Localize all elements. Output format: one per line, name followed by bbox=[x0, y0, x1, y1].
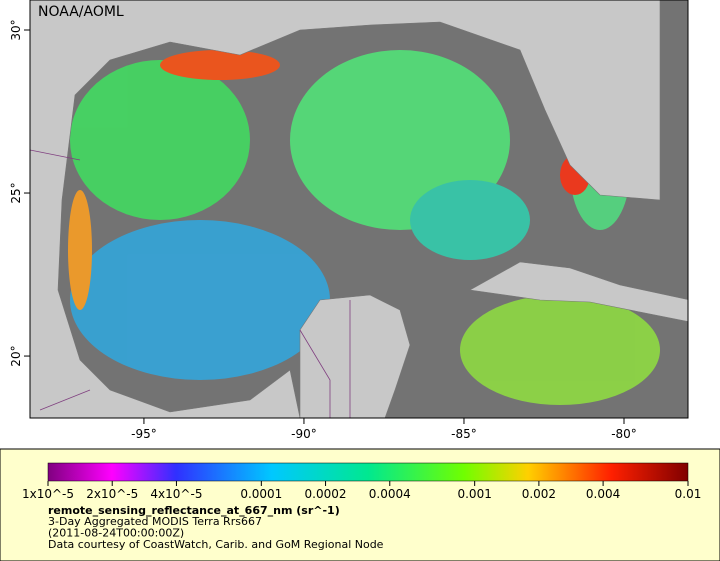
colorbar-tick-label: 0.01 bbox=[675, 487, 702, 501]
credit: NOAA/AOML bbox=[38, 4, 124, 20]
borders bbox=[30, 149, 351, 418]
caption-line: (2011-08-24T00:00:00Z) bbox=[48, 527, 184, 540]
colorbar bbox=[47, 462, 689, 482]
y-tick-label: 25° bbox=[9, 182, 23, 203]
x-tick-label: -80° bbox=[611, 427, 637, 441]
data-patches bbox=[68, 50, 660, 405]
colorbar-tick-label: 4x10^-5 bbox=[150, 487, 202, 501]
colorbar-tick-label: 0.0004 bbox=[369, 487, 411, 501]
map-area bbox=[30, 0, 688, 418]
caption-line: Data courtesy of CoastWatch, Carib. and … bbox=[48, 538, 384, 551]
colorbar-tick-label: 0.004 bbox=[586, 487, 620, 501]
colorbar-tick-label: 0.0002 bbox=[305, 487, 347, 501]
y-tick-label: 30° bbox=[9, 19, 23, 40]
y-tick-label: 20° bbox=[9, 345, 23, 366]
land bbox=[30, 0, 661, 418]
map-frame bbox=[29, 0, 689, 419]
colorbar-tick-label: 0.0001 bbox=[240, 487, 282, 501]
colorbar-tick-label: 0.002 bbox=[522, 487, 556, 501]
x-tick-label: -95° bbox=[131, 427, 157, 441]
land bbox=[469, 261, 688, 322]
colorbar-tick-label: 2x10^-5 bbox=[86, 487, 138, 501]
land bbox=[299, 294, 411, 418]
colorbar-tick-label: 1x10^-5 bbox=[22, 487, 74, 501]
colorbar-tick-label: 0.001 bbox=[457, 487, 491, 501]
caption-line: 3-Day Aggregated MODIS Terra Rrs667 bbox=[48, 515, 262, 528]
x-tick-label: -90° bbox=[291, 427, 317, 441]
caption-variable: remote_sensing_reflectance_at_667_nm (sr… bbox=[48, 504, 340, 517]
x-tick-label: -85° bbox=[451, 427, 477, 441]
